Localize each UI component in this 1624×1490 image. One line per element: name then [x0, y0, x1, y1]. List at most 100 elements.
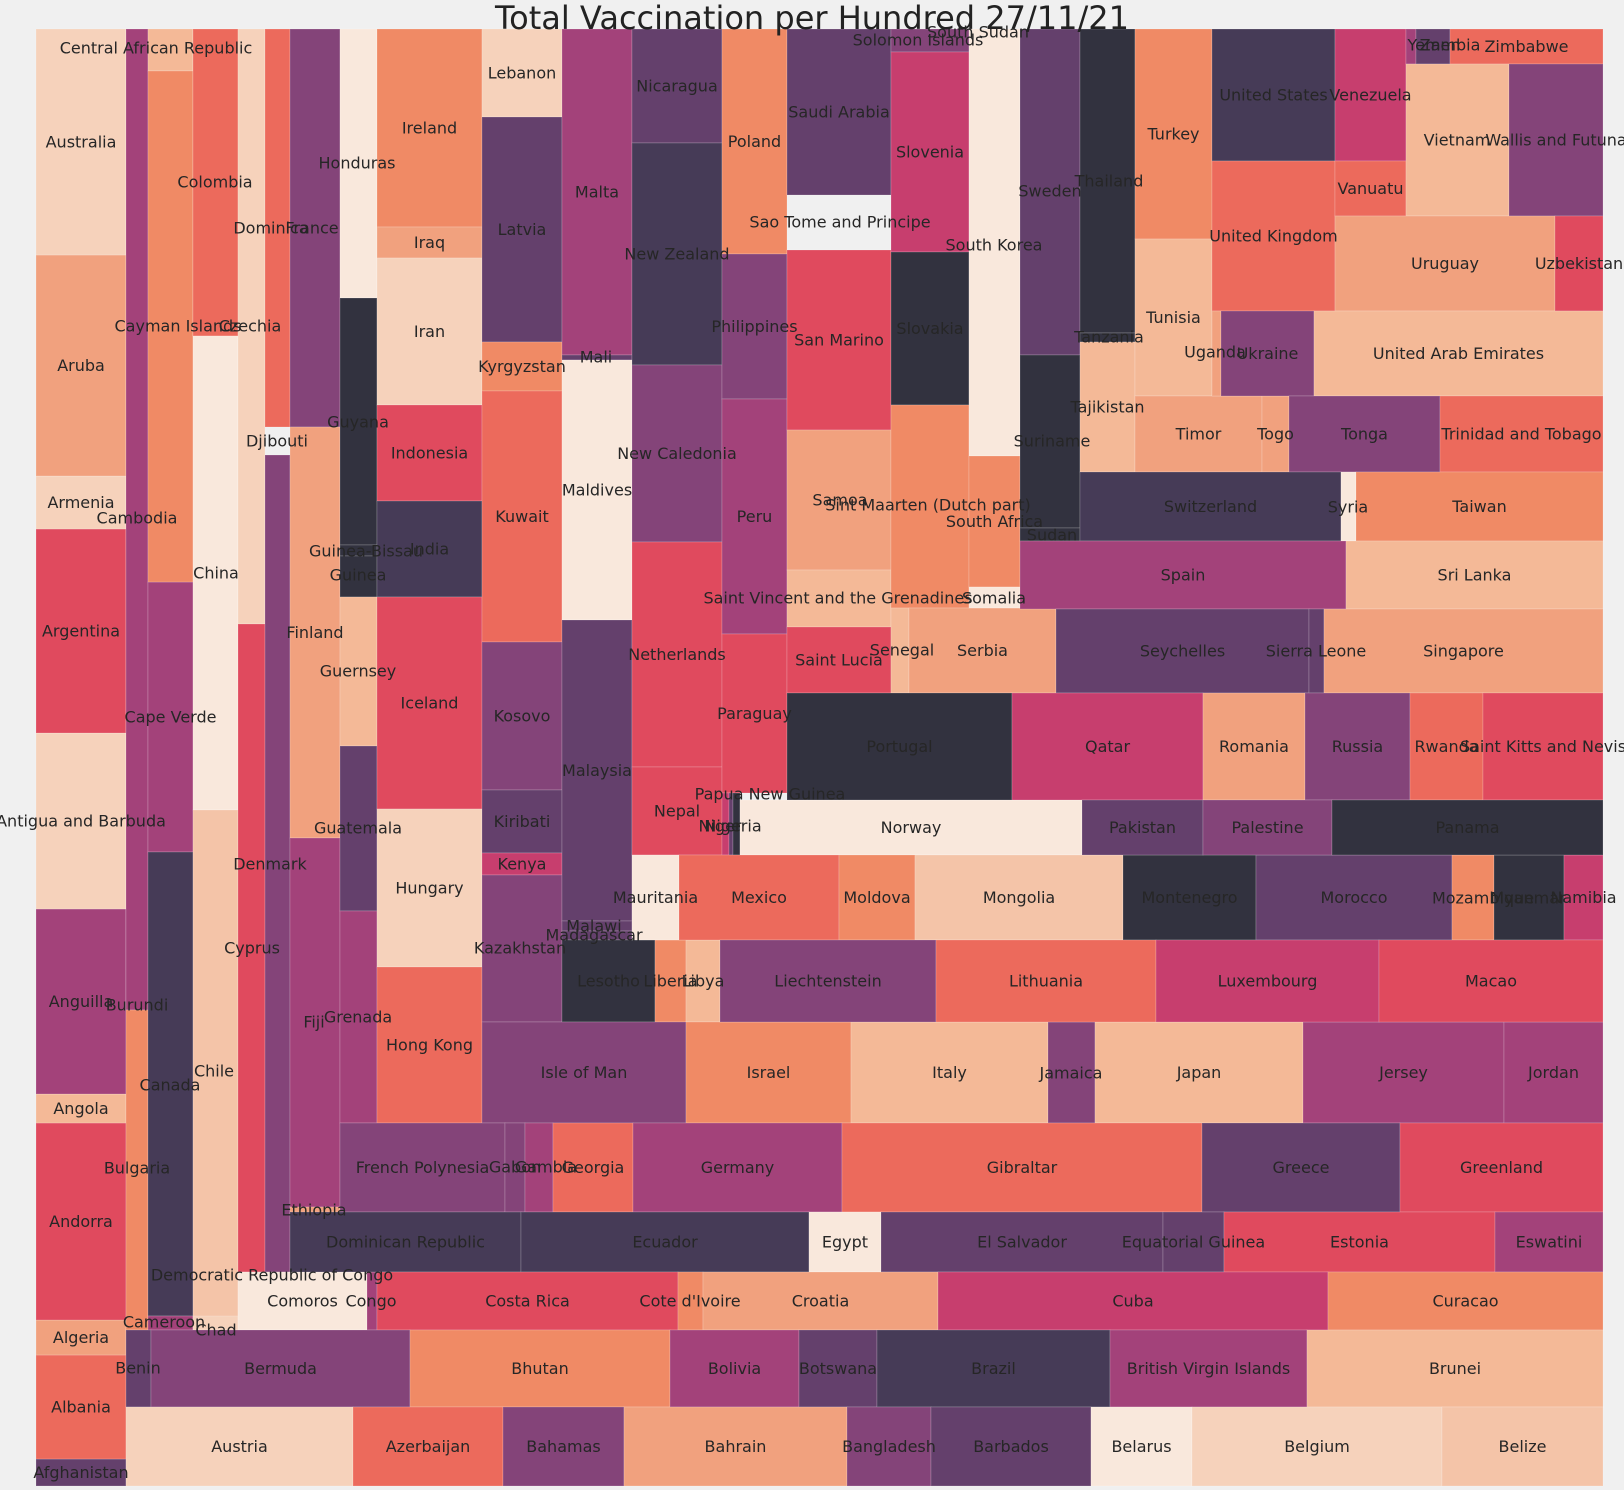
tile-bhutan [409, 1329, 671, 1408]
tile-label-switzerland: Switzerland [1164, 497, 1257, 516]
tile-label-uzbekistan: Uzbekistan [1535, 254, 1623, 273]
tile-label-guernsey: Guernsey [320, 662, 396, 681]
tile-label-sri-lanka: Sri Lanka [1438, 566, 1512, 585]
tile-label-eswatini: Eswatini [1516, 1233, 1583, 1252]
tile-djibouti [264, 28, 291, 428]
tile-label-philippines: Philippines [711, 317, 797, 336]
tile-label-brazil: Brazil [971, 1359, 1016, 1378]
tile-label-costa-rica: Costa Rica [485, 1292, 570, 1311]
tile-azerbaijan [352, 1406, 504, 1487]
tile-central-african-republic [147, 28, 194, 72]
tile-label-afghanistan: Afghanistan [33, 1463, 128, 1482]
tile-namibia [1563, 854, 1604, 941]
tile-greece [1201, 1122, 1401, 1213]
tile-label-czechia: Czechia [219, 317, 282, 336]
tile-mauritania [631, 854, 680, 941]
tile-timor [1134, 395, 1263, 473]
tile-label-gibraltar: Gibraltar [987, 1158, 1058, 1177]
tile-guernsey [339, 596, 378, 747]
tile-label-guyana: Guyana [327, 413, 389, 432]
tile-myanmar [1493, 854, 1565, 941]
tile-ireland [376, 28, 483, 228]
tile-nepal [631, 766, 723, 856]
tile-label-gambia: Gambia [515, 1158, 577, 1177]
tile-serbia [908, 607, 1057, 694]
tile-label-slovakia: Slovakia [896, 319, 963, 338]
tile-denmark [264, 454, 291, 1273]
tile-kyrgyzstan [481, 341, 563, 392]
tile-belarus [1090, 1406, 1193, 1487]
tile-label-yemen: Yemen [1406, 36, 1460, 55]
tile-label-chile: Chile [194, 1062, 234, 1081]
tile-portugal [786, 692, 1013, 801]
tile-vietnam [1405, 63, 1510, 217]
tile-lebanon [481, 28, 563, 118]
tile-label-romania: Romania [1219, 737, 1289, 756]
tile-french-polynesia [339, 1122, 506, 1213]
tile-label-cambodia: Cambodia [97, 509, 178, 528]
tile-saint-kitts-and-nevis [1482, 692, 1604, 801]
tile-grenada [339, 910, 378, 1124]
tile-label-malaysia: Malaysia [562, 761, 632, 780]
tile-label-aruba: Aruba [57, 356, 105, 375]
tile-cape-verde [147, 581, 194, 853]
tile-label-botswana: Botswana [799, 1359, 877, 1378]
tile-libya [685, 939, 721, 1023]
tile-label-montenegro: Montenegro [1141, 888, 1237, 907]
tile-label-moldova: Moldova [843, 888, 910, 907]
tile-slovenia [890, 51, 970, 253]
tile-norway [739, 799, 1083, 856]
tile-label-vietnam: Vietnam [1424, 131, 1491, 150]
tile-label-belize: Belize [1499, 1437, 1547, 1456]
tile-label-ireland: Ireland [402, 119, 457, 138]
tile-ukraine [1220, 310, 1315, 397]
tile-label-south-africa: South Africa [946, 512, 1043, 531]
tile-label-dominica: Dominica [233, 219, 308, 238]
tile-label-portugal: Portugal [866, 737, 932, 756]
tile-san-marino [786, 249, 892, 431]
tile-label-angola: Angola [53, 1099, 108, 1118]
tile-czechia [192, 28, 239, 337]
tile-kazakhstan [481, 874, 563, 1023]
tile-saint-vincent-and-the-grenadines [786, 569, 892, 628]
tile-label-finland: Finland [286, 623, 343, 642]
tile-label-equatorial-guinea: Equatorial Guinea [1122, 1233, 1265, 1252]
tile-lithuania [935, 939, 1157, 1023]
tile-label-dominican-republic: Dominican Republic [326, 1233, 485, 1252]
tile-label-united-kingdom: United Kingdom [1209, 227, 1337, 246]
tile-label-barbados: Barbados [973, 1437, 1049, 1456]
tile-montenegro [1122, 854, 1257, 941]
tile-label-pakistan: Pakistan [1109, 818, 1176, 837]
tile-label-tonga: Tonga [1340, 425, 1388, 444]
tile-label-iraq: Iraq [414, 233, 445, 252]
tile-label-liberia: Liberia [643, 972, 697, 991]
tile-romania [1202, 692, 1306, 801]
tile-poland [721, 28, 788, 255]
tile-label-egypt: Egypt [822, 1233, 868, 1252]
tile-label-france: France [285, 219, 338, 238]
tile-label-bolivia: Bolivia [708, 1359, 761, 1378]
tile-thailand [1079, 28, 1136, 334]
tile-label-senegal: Senegal [870, 641, 934, 660]
tile-macao [1378, 939, 1604, 1023]
tile-label-bahamas: Bahamas [526, 1437, 600, 1456]
tile-kosovo [481, 641, 563, 791]
tile-label-solomon-islands: Solomon Islands [853, 31, 984, 50]
tile-label-saint-vincent-and-the-grenadines: Saint Vincent and the Grenadines [703, 589, 972, 608]
tile-tajikistan [1079, 341, 1136, 473]
tile-sri-lanka [1345, 540, 1604, 610]
tile-uruguay [1334, 215, 1556, 312]
tile-label-guatemala: Guatemala [314, 819, 402, 838]
tile-label-croatia: Croatia [792, 1292, 850, 1311]
tile-malaysia [561, 619, 633, 922]
tile-label-liechtenstein: Liechtenstein [774, 972, 881, 991]
tile-label-seychelles: Seychelles [1140, 642, 1225, 661]
tile-label-jamaica: Jamaica [1039, 1064, 1103, 1083]
tile-label-sint-maarten-dutch-part: Sint Maarten (Dutch part) [825, 496, 1031, 515]
tile-label-san-marino: San Marino [794, 331, 884, 350]
tile-label-uganda: Uganda [1184, 343, 1246, 362]
tile-label-spain: Spain [1161, 566, 1206, 585]
tile-label-cape-verde: Cape Verde [125, 708, 217, 727]
tile-ecuador [520, 1211, 810, 1273]
tile-afghanistan [35, 1458, 127, 1487]
